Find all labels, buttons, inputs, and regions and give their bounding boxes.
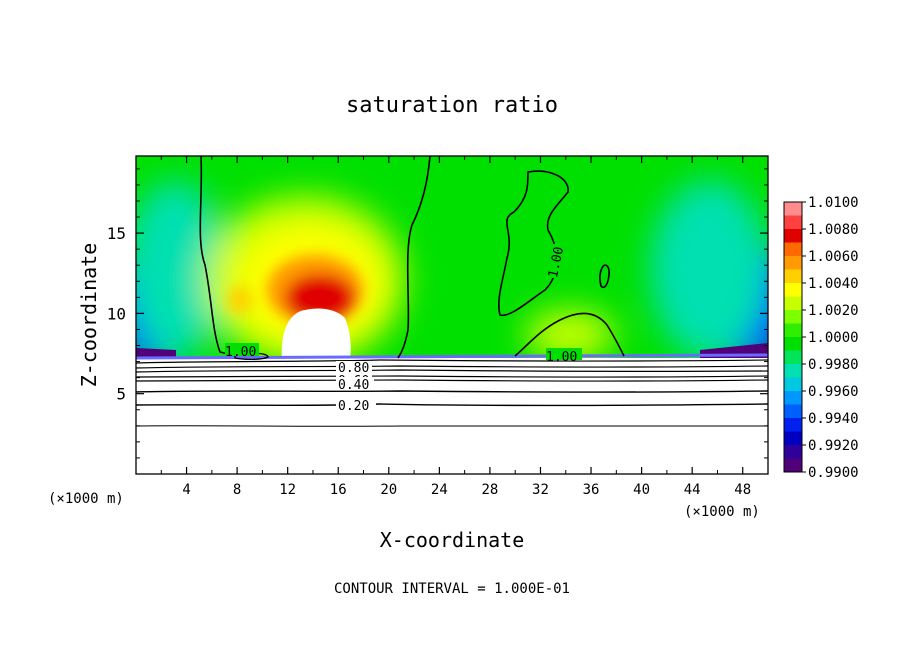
colorbar-segment [784,202,802,216]
contour-line-lower-right [514,312,625,357]
y-axis: 5 10 15 [107,168,768,459]
contour-line-upper-right [498,170,569,316]
x-unit-left: (×1000 m) [48,491,124,507]
x-tick-label: 12 [279,482,296,498]
contour-label-bg-2 [546,348,582,360]
contour-line-0-40 [135,390,769,393]
y-tick-label: 10 [107,304,126,323]
contour-line-0-85 [135,365,769,369]
colorbar-segment [784,377,802,392]
contour-line-0-80 [135,369,769,373]
colorbar-segment [784,310,802,324]
contour-labels: 1.00 1.00 1.00 0.80 0.60 0.40 0.20 [225,244,582,414]
field-region-right-cyan [650,180,768,360]
heatmap-field [136,156,768,474]
colorbar-segment [784,458,802,473]
colorbar-label: 0.9940 [808,411,859,427]
contour-label-bg-0 [552,244,566,278]
x-tick-label: 32 [532,482,549,498]
colorbar-label: 0.9980 [808,357,859,373]
field-region-red [285,274,355,322]
colorbar-segment [784,215,802,230]
x-tick-label: 20 [380,482,397,498]
contour-line-0-70 [135,375,769,378]
x-axis: 4 8 12 16 20 24 28 32 36 40 44 48 [160,156,751,498]
x-tick-label: 40 [633,482,650,498]
x-tick-label: 44 [684,482,701,498]
colorbar-segment [784,431,802,446]
contour-label-bg-1 [225,343,259,356]
field-lower-region [136,358,768,474]
x-tick-label: 48 [734,482,751,498]
contour-lines [199,155,625,361]
contour-label: 0.80 [338,361,369,376]
contour-label: 1.00 [546,245,567,279]
colorbar-segment [784,337,802,351]
contour-label-bg-6 [336,398,376,412]
field-void-top [281,308,351,360]
x-tick-label: 4 [182,482,190,498]
x-tick-label: 36 [583,482,600,498]
contour-interval-note: CONTOUR INTERVAL = 1.000E-01 [334,581,570,597]
colorbar-label: 1.0000 [808,330,859,346]
y-tick-label: 15 [107,224,126,243]
contour-line-left [199,155,229,355]
y-axis-label: Z-coordinate [77,243,101,388]
contour-line-small-loop [599,264,610,289]
contour-label-bg-5 [336,377,374,390]
contour-lines-lower [135,359,769,428]
colorbar-segment [784,323,802,338]
x-tick-label: 16 [330,482,347,498]
colorbar-label: 1.0080 [808,222,859,238]
colorbar-label: 0.9900 [808,465,859,481]
x-axis-label: X-coordinate [380,528,525,552]
colorbar-segment [784,350,802,365]
contour-line-0-20 [135,403,769,407]
colorbar-label: 1.0100 [808,195,859,211]
contour-label: 1.00 [225,345,256,360]
colorbar-segment [784,283,802,297]
contour-line-0-60 [135,379,769,382]
x-unit-right: (×1000 m) [684,504,760,520]
chart-title: saturation ratio [346,93,558,118]
x-tick-label: 28 [481,482,498,498]
colorbar-segment [784,364,802,378]
plot-frame [135,155,769,475]
y-tick-label: 5 [116,385,126,404]
colorbar-segment [784,418,802,432]
x-tick-label: 8 [233,482,241,498]
field-region-left-cyan [136,180,225,360]
contour-label: 0.20 [338,399,369,414]
contour-label: 1.00 [546,350,577,365]
colorbar-label: 0.9920 [808,438,859,454]
colorbar-segment [784,391,802,405]
field-region-left-blob [228,286,252,314]
colorbar-segment [784,256,802,270]
field-region-right-lobe [525,310,615,360]
colorbar-segment [784,404,802,419]
contour-label-bg-3 [336,361,372,373]
contour-line-0-90 [135,359,769,364]
colorbar-segment [784,296,802,311]
colorbar-segment [784,445,802,459]
contour-line-center [397,155,431,359]
contour-label: 0.40 [338,378,369,393]
colorbar-label: 1.0020 [808,303,859,319]
colorbar-label: 1.0060 [808,249,859,265]
x-tick-label: 24 [431,482,448,498]
colorbar: 1.0100 1.0080 1.0060 1.0040 1.0020 1.0000 0.99… [783,195,859,481]
field-surface-edge [136,353,768,360]
colorbar-label: 1.0040 [808,276,859,292]
colorbar-segment [784,269,802,284]
colorbar-segment [784,242,802,257]
colorbar-segment [784,229,802,243]
colorbar-label: 0.9960 [808,384,859,400]
